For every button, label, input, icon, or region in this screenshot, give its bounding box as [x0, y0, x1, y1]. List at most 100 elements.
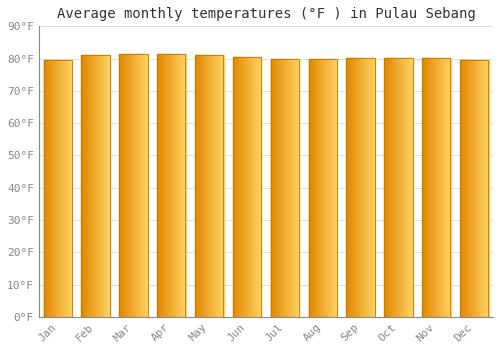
- Bar: [370, 58, 372, 317]
- Bar: [404, 58, 405, 317]
- Bar: [58, 60, 59, 317]
- Bar: [100, 55, 102, 317]
- Bar: [182, 54, 184, 317]
- Bar: [474, 60, 475, 317]
- Bar: [484, 60, 485, 317]
- Bar: [402, 58, 404, 317]
- Bar: [481, 60, 482, 317]
- Bar: [160, 54, 162, 317]
- Bar: [367, 58, 368, 317]
- Bar: [134, 54, 135, 317]
- Bar: [442, 58, 443, 317]
- Bar: [308, 59, 337, 317]
- Bar: [285, 59, 286, 317]
- Bar: [196, 55, 198, 317]
- Bar: [238, 57, 240, 317]
- Bar: [46, 60, 48, 317]
- Bar: [460, 60, 461, 317]
- Bar: [52, 60, 53, 317]
- Bar: [371, 58, 372, 317]
- Bar: [198, 55, 200, 317]
- Bar: [294, 59, 295, 317]
- Bar: [172, 54, 174, 317]
- Bar: [384, 58, 385, 317]
- Bar: [320, 59, 321, 317]
- Bar: [369, 58, 370, 317]
- Bar: [355, 58, 356, 317]
- Bar: [395, 58, 396, 317]
- Bar: [237, 57, 238, 317]
- Bar: [350, 58, 352, 317]
- Bar: [350, 58, 351, 317]
- Bar: [410, 58, 412, 317]
- Bar: [69, 60, 70, 317]
- Bar: [174, 54, 175, 317]
- Bar: [84, 55, 85, 317]
- Bar: [207, 55, 208, 317]
- Bar: [360, 58, 362, 317]
- Bar: [240, 57, 242, 317]
- Bar: [390, 58, 392, 317]
- Bar: [82, 55, 110, 317]
- Bar: [482, 60, 484, 317]
- Bar: [314, 59, 315, 317]
- Bar: [90, 55, 92, 317]
- Bar: [292, 59, 294, 317]
- Bar: [210, 55, 212, 317]
- Bar: [309, 59, 310, 317]
- Bar: [446, 58, 447, 317]
- Bar: [346, 58, 348, 317]
- Bar: [204, 55, 205, 317]
- Bar: [168, 54, 170, 317]
- Bar: [222, 55, 224, 317]
- Bar: [296, 59, 297, 317]
- Bar: [477, 60, 478, 317]
- Bar: [468, 60, 469, 317]
- Bar: [310, 59, 311, 317]
- Bar: [248, 57, 250, 317]
- Bar: [347, 58, 348, 317]
- Bar: [45, 60, 46, 317]
- Bar: [272, 59, 273, 317]
- Bar: [284, 59, 285, 317]
- Bar: [364, 58, 365, 317]
- Bar: [480, 60, 482, 317]
- Bar: [233, 57, 234, 317]
- Bar: [128, 54, 130, 317]
- Bar: [44, 60, 45, 317]
- Bar: [411, 58, 412, 317]
- Bar: [222, 55, 223, 317]
- Bar: [108, 55, 110, 317]
- Bar: [145, 54, 146, 317]
- Bar: [422, 58, 450, 317]
- Bar: [397, 58, 398, 317]
- Bar: [142, 54, 144, 317]
- Bar: [236, 57, 238, 317]
- Bar: [289, 59, 290, 317]
- Bar: [372, 58, 374, 317]
- Bar: [464, 60, 465, 317]
- Bar: [319, 59, 320, 317]
- Bar: [163, 54, 164, 317]
- Bar: [437, 58, 438, 317]
- Bar: [278, 59, 280, 317]
- Bar: [214, 55, 215, 317]
- Bar: [56, 60, 57, 317]
- Bar: [392, 58, 393, 317]
- Bar: [430, 58, 432, 317]
- Bar: [162, 54, 163, 317]
- Bar: [60, 60, 62, 317]
- Bar: [485, 60, 486, 317]
- Bar: [199, 55, 200, 317]
- Bar: [172, 54, 173, 317]
- Bar: [170, 54, 172, 317]
- Bar: [359, 58, 360, 317]
- Bar: [426, 58, 427, 317]
- Bar: [372, 58, 373, 317]
- Bar: [48, 60, 50, 317]
- Bar: [441, 58, 442, 317]
- Bar: [295, 59, 296, 317]
- Bar: [119, 54, 120, 317]
- Bar: [313, 59, 314, 317]
- Bar: [99, 55, 100, 317]
